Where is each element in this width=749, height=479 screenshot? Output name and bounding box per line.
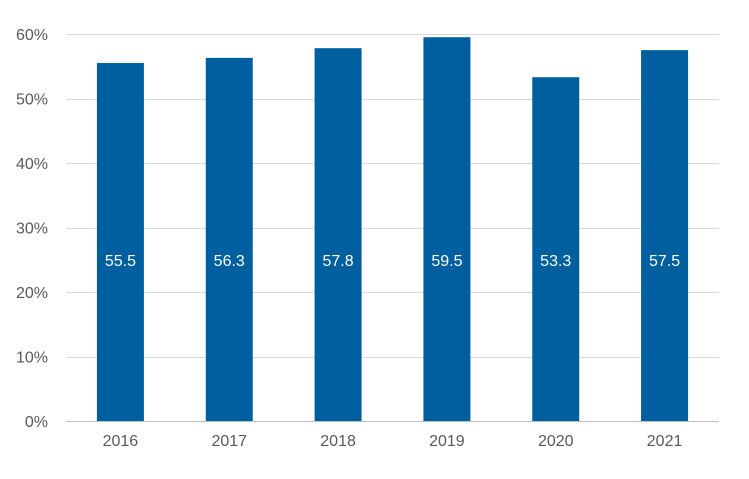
bar	[96, 63, 144, 422]
y-axis-ticks: 0% 10% 20% 30% 40% 50% 60%	[16, 27, 48, 431]
data-label: 57.5	[649, 253, 680, 270]
x-tick-label: 2021	[647, 433, 683, 450]
bar	[205, 57, 253, 422]
bars	[96, 37, 689, 422]
bar	[641, 50, 689, 421]
y-tick-label: 30%	[16, 221, 48, 238]
data-label: 53.3	[540, 253, 571, 270]
bar	[532, 77, 580, 421]
y-tick-label: 0%	[25, 414, 48, 431]
x-tick-label: 2019	[429, 433, 465, 450]
bar	[423, 37, 471, 421]
gridlines	[66, 34, 719, 358]
bar	[314, 48, 362, 421]
y-tick-label: 20%	[16, 285, 48, 302]
x-tick-label: 2020	[538, 433, 574, 450]
x-tick-label: 2017	[211, 433, 247, 450]
x-tick-label: 2018	[320, 433, 356, 450]
y-tick-label: 10%	[16, 350, 48, 367]
data-label: 56.3	[214, 253, 245, 270]
data-label: 59.5	[431, 253, 462, 270]
y-tick-label: 50%	[16, 92, 48, 109]
y-tick-label: 60%	[16, 27, 48, 44]
x-tick-label: 2016	[103, 433, 139, 450]
data-label: 57.8	[323, 253, 354, 270]
data-labels: 55.5 56.3 57.8 59.5 53.3 57.5	[105, 253, 680, 270]
x-axis-ticks: 2016 2017 2018 2019 2020 2021	[103, 433, 683, 450]
data-label: 55.5	[105, 253, 136, 270]
y-tick-label: 40%	[16, 156, 48, 173]
